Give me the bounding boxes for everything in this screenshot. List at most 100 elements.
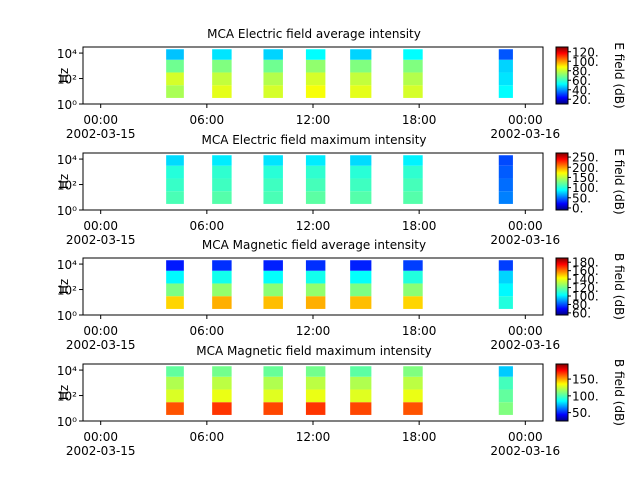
colorbar-tick-label: 160.	[572, 264, 599, 278]
spectrogram-cell	[350, 402, 372, 415]
spectrogram-cell	[166, 85, 184, 98]
colorbar	[555, 46, 569, 105]
colorbar-tick-label: 120.	[572, 45, 599, 59]
spectrogram-cell	[166, 49, 184, 60]
y-tick-label: 10⁰	[57, 98, 77, 112]
spectrogram-cell	[403, 165, 423, 179]
y-tick-label: 10²	[57, 284, 77, 298]
spectrogram-cell	[498, 260, 513, 271]
spectrogram-cell	[403, 59, 423, 73]
spectrogram-cell	[350, 49, 372, 60]
x-tick-label: 00:00	[508, 430, 543, 444]
spectrogram-cell	[498, 366, 513, 377]
spectrogram-cell	[263, 389, 283, 403]
spectrogram-cell	[263, 366, 283, 377]
spectrogram-cell	[212, 270, 232, 284]
spectrogram-cell	[498, 191, 513, 204]
spectrogram-cell	[498, 270, 513, 284]
colorbar-tick-label: 80.	[572, 64, 591, 78]
colorbar-tick-label: 40.	[572, 83, 591, 97]
spectrogram-cell	[166, 155, 184, 166]
panel-title: MCA Electric field average intensity	[207, 27, 421, 41]
spectrogram-cell	[350, 389, 372, 403]
colorbar-tick-label: 60.	[572, 74, 591, 88]
spectrogram-cell	[263, 283, 283, 297]
spectrogram-cell	[166, 260, 184, 271]
spectrogram-cell	[403, 389, 423, 403]
spectrogram-cell	[166, 366, 184, 377]
x-tick-label: 00:00	[508, 324, 543, 338]
spectrogram-cell	[263, 376, 283, 390]
x-tick-label: 18:00	[402, 113, 437, 127]
colorbar	[555, 152, 569, 211]
spectrogram-cell	[350, 155, 372, 166]
spectrogram-cell	[305, 389, 326, 403]
spectrogram-cell	[403, 402, 423, 415]
spectrogram-cell	[350, 376, 372, 390]
spectrogram-cell	[403, 49, 423, 60]
spectrogram-cell	[350, 296, 372, 309]
spectrogram-cell	[212, 165, 232, 179]
y-tick-label: 10²	[57, 73, 77, 87]
x-tick-label: 12:00	[296, 430, 331, 444]
spectrogram-cell	[305, 155, 326, 166]
spectrogram-cell	[212, 402, 232, 415]
colorbar-tick-label: 180.	[572, 256, 599, 270]
spectrogram-cell	[305, 402, 326, 415]
spectrogram-cell	[498, 389, 513, 403]
x-tick-label: 18:00	[402, 219, 437, 233]
y-tick-label: 10⁴	[57, 364, 77, 378]
x-date-label: 2002-03-15	[66, 338, 136, 352]
spectrogram-cell	[498, 59, 513, 73]
colorbar-tick-label: 50.	[572, 406, 591, 420]
x-tick-label: 00:00	[83, 219, 118, 233]
spectrogram-cell	[212, 283, 232, 297]
spectrogram-cell	[263, 72, 283, 86]
spectrogram-cell	[166, 165, 184, 179]
spectrogram-cell	[263, 270, 283, 284]
spectrogram-cell	[498, 283, 513, 297]
spectrogram-cell	[403, 155, 423, 166]
spectrogram-cell	[403, 270, 423, 284]
x-tick-label: 00:00	[83, 324, 118, 338]
spectrogram-cell	[263, 155, 283, 166]
spectrogram-cell	[263, 59, 283, 73]
spectrogram-cell	[305, 191, 326, 204]
spectrogram-cell	[166, 402, 184, 415]
spectrogram-cell	[350, 178, 372, 192]
spectrogram-cell	[212, 72, 232, 86]
spectrogram-cell	[498, 402, 513, 415]
y-axis-label: Hz	[57, 385, 71, 400]
colorbar-tick-label: 100.	[572, 181, 599, 195]
colorbar-label: E field (dB)	[612, 148, 626, 214]
colorbar-tick-label: 150.	[572, 171, 599, 185]
spectrogram-cell	[350, 165, 372, 179]
spectrogram-cell	[166, 376, 184, 390]
spectrogram-cell	[498, 85, 513, 98]
spectrogram-cell	[403, 191, 423, 204]
spectrogram-cell	[498, 178, 513, 192]
y-tick-label: 10⁰	[57, 309, 77, 323]
spectrogram-cell	[498, 155, 513, 166]
spectrogram-cell	[212, 178, 232, 192]
spectrogram-cell	[350, 59, 372, 73]
x-tick-label: 06:00	[190, 430, 225, 444]
spectrogram-cell	[263, 191, 283, 204]
panel-title: MCA Magnetic field maximum intensity	[196, 344, 432, 358]
spectrogram-cell	[263, 260, 283, 271]
y-tick-label: 10⁴	[57, 153, 77, 167]
colorbar-tick-label: 100.	[572, 290, 599, 304]
colorbar-tick-label: 50.	[572, 191, 591, 205]
x-tick-label: 00:00	[508, 219, 543, 233]
spectrogram-cell	[263, 402, 283, 415]
x-tick-label: 06:00	[190, 113, 225, 127]
spectrogram-cell	[498, 72, 513, 86]
colorbar-tick-label: 150.	[572, 373, 599, 387]
spectrogram-cell	[305, 366, 326, 377]
panel-title: MCA Electric field maximum intensity	[201, 133, 426, 147]
spectrogram-cell	[166, 270, 184, 284]
spectrogram-cell	[403, 178, 423, 192]
spectrogram-cell	[305, 85, 326, 98]
spectrogram-cell	[403, 85, 423, 98]
spectrogram-cell	[305, 260, 326, 271]
